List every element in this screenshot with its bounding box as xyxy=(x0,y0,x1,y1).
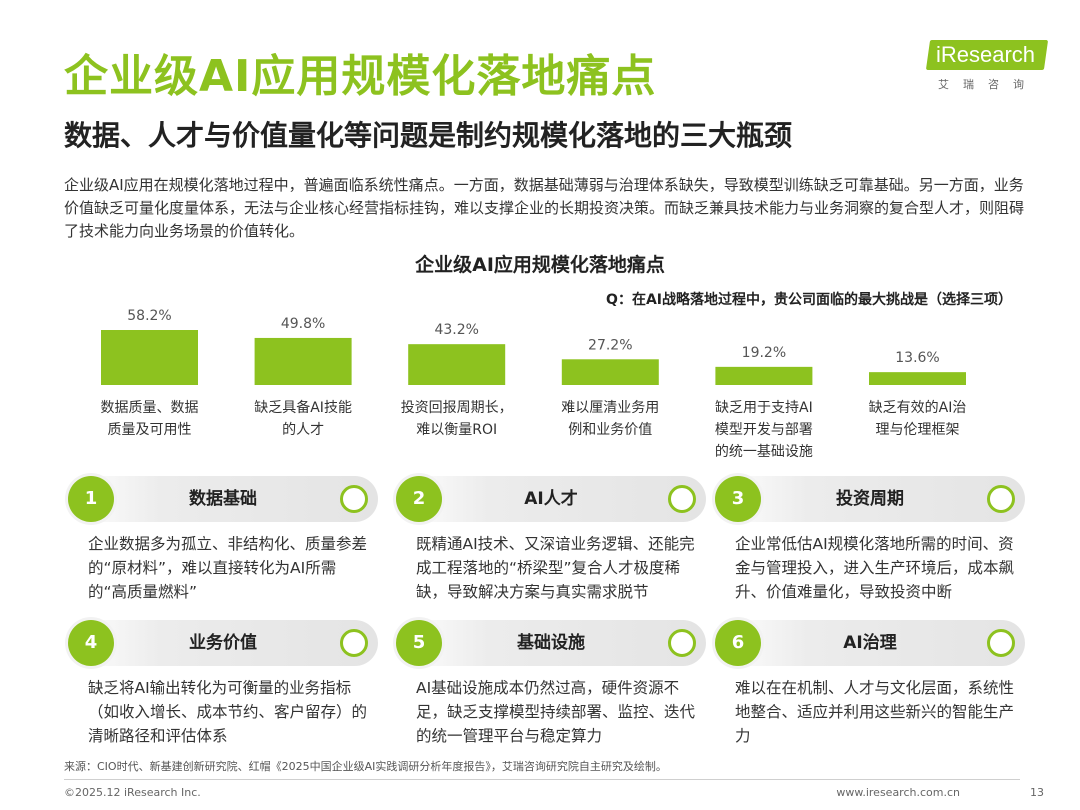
category-label-2-line-2: 的人才 xyxy=(282,422,324,438)
bar-4 xyxy=(561,359,659,385)
page-title: 企业级AI应用规模化落地痛点 xyxy=(64,51,657,102)
category-label-1-line-2: 质量及可用性 xyxy=(108,422,192,438)
category-label-6-line-1: 缺乏有效的AI治 xyxy=(869,400,967,416)
card-title: 基础设施 xyxy=(517,633,585,653)
card-number-badge: 2 xyxy=(396,476,442,522)
card-number-badge: 3 xyxy=(715,476,761,522)
card-title: 数据基础 xyxy=(189,489,257,509)
category-label-5-line-3: 的统一基础设施 xyxy=(715,443,813,460)
ring-icon xyxy=(987,485,1015,513)
chart-title: 企业级AI应用规模化落地痛点 xyxy=(415,254,665,276)
page-subtitle: 数据、人才与价值量化等问题是制约规模化落地的三大瓶颈 xyxy=(64,119,793,152)
card-text: 既精通AI技术、又深谙业务逻辑、还能完成工程落地的“桥梁型”复合人才极度稀缺，导… xyxy=(416,535,695,601)
card-title: 投资周期 xyxy=(836,489,904,509)
ring-icon xyxy=(340,485,368,513)
card-title: AI治理 xyxy=(843,633,897,653)
category-label-2-line-1: 缺乏具备AI技能 xyxy=(254,399,352,416)
bar-value-label-2: 49.8% xyxy=(281,316,325,332)
bar-value-label-3: 43.2% xyxy=(434,322,478,338)
card-number-badge: 1 xyxy=(68,476,114,522)
iresearch-logo: iResearch 艾瑞咨询 xyxy=(925,40,1049,100)
ring-icon xyxy=(668,629,696,657)
card-text: 缺乏将AI输出转化为可衡量的业务指标（如收入增长、成本节约、客户留存）的清晰路径… xyxy=(88,679,368,745)
category-label-3-line-2: 难以衡量ROI xyxy=(416,422,497,438)
card-header xyxy=(396,476,706,522)
category-label-1-line-1: 数据质量、数据 xyxy=(101,400,199,416)
footer-divider xyxy=(64,779,1020,780)
card-number-badge: 4 xyxy=(68,620,114,666)
ring-icon xyxy=(340,629,368,657)
ring-icon xyxy=(668,485,696,513)
category-label-5-line-1: 缺乏用于支持AI xyxy=(715,400,813,416)
bar-1 xyxy=(101,330,198,385)
card-header xyxy=(396,620,706,666)
page-number: 13 xyxy=(1030,786,1044,799)
card-title: 业务价值 xyxy=(189,633,257,653)
category-label-5-line-2: 模型开发与部署 xyxy=(715,422,813,438)
card-header xyxy=(68,476,378,522)
bar-5 xyxy=(715,366,813,385)
card-header xyxy=(715,476,1025,522)
card-number-badge: 5 xyxy=(396,620,442,666)
ring-icon xyxy=(987,629,1015,657)
card-header xyxy=(715,620,1025,666)
bar-6 xyxy=(869,372,966,385)
card-number-badge: 6 xyxy=(715,620,761,666)
card-text: 难以在在机制、人才与文化层面，系统性地整合、适应并利用这些新兴的智能生产力 xyxy=(735,679,1015,745)
copyright: ©2025.12 iResearch Inc. xyxy=(64,786,201,799)
logo-main-text: iResearch xyxy=(936,42,1036,67)
intro-paragraph: 企业级AI应用在规模化落地过程中，普遍面临系统性痛点。一方面，数据基础薄弱与治理… xyxy=(64,176,1025,240)
card-text: 企业数据多为孤立、非结构化、质量参差的“原材料”，难以直接转化为AI所需的“高质… xyxy=(88,535,368,601)
bar-value-label-6: 13.6% xyxy=(895,350,939,366)
survey-question: Q：在AI战略落地过程中，贵公司面临的最大挑战是（选择三项） xyxy=(606,292,1012,308)
category-label-6-line-2: 理与伦理框架 xyxy=(876,422,960,438)
card-text: AI基础设施成本仍然过高，硬件资源不足，缺乏支撑模型持续部署、监控、迭代的统一管… xyxy=(416,679,696,745)
bar-value-label-5: 19.2% xyxy=(742,345,786,361)
bar-2 xyxy=(254,337,352,385)
card-title: AI人才 xyxy=(524,489,578,509)
card-text: 企业常低估AI规模化落地所需的时间、资金与管理投入，进入生产环境后，成本飙升、价… xyxy=(735,535,1015,601)
category-label-4-line-1: 难以厘清业务用 xyxy=(561,400,659,416)
card-header xyxy=(68,620,378,666)
logo-sub-text: 艾瑞咨询 xyxy=(938,78,1038,91)
bar-value-label-4: 27.2% xyxy=(588,337,632,353)
bar-3 xyxy=(408,344,506,385)
category-label-3-line-1: 投资回报周期长， xyxy=(401,400,513,416)
source-note: 来源：CIO时代、新基建创新研究院、红帽《2025中国企业级AI实践调研分析年度… xyxy=(64,760,667,773)
category-label-4-line-2: 例和业务价值 xyxy=(568,422,652,438)
bar-value-label-1: 58.2% xyxy=(127,308,171,324)
website-url: www.iresearch.com.cn xyxy=(836,786,960,799)
